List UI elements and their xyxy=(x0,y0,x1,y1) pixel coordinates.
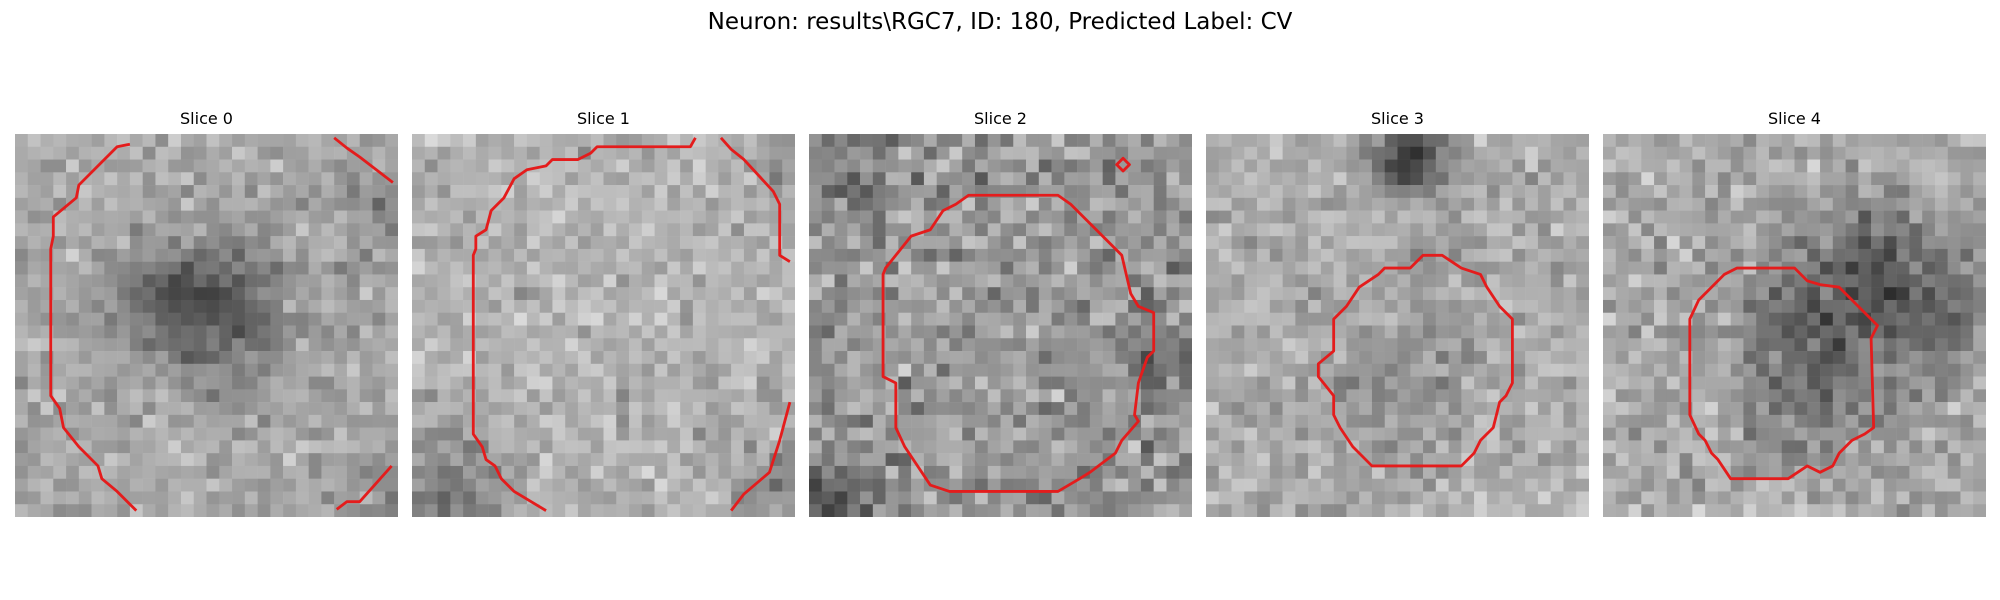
slice-image-0 xyxy=(15,134,398,517)
contour-main xyxy=(1316,253,1514,468)
cell-contour-0 xyxy=(49,136,394,512)
slice-image-1 xyxy=(412,134,795,517)
cell-contour-2 xyxy=(881,156,1156,493)
contour-right-arc xyxy=(719,136,791,263)
slice-title-2: Slice 2 xyxy=(974,109,1027,128)
contour-corner-bottom-right xyxy=(730,401,792,512)
pixel-grid-4 xyxy=(1603,134,1986,517)
slice-title-0: Slice 0 xyxy=(180,109,233,128)
contour-main xyxy=(471,137,697,512)
contour-corner-top-right xyxy=(333,136,394,184)
contour-small-island xyxy=(1115,156,1131,173)
contour-main xyxy=(49,142,138,512)
pixel-grid-3 xyxy=(1206,134,1589,517)
contour-main xyxy=(881,193,1156,493)
slice-title-3: Slice 3 xyxy=(1371,109,1424,128)
slice-title-1: Slice 1 xyxy=(577,109,630,128)
slice-image-4 xyxy=(1603,134,1986,517)
slice-image-2 xyxy=(809,134,1192,517)
slice-title-4: Slice 4 xyxy=(1768,109,1821,128)
pixel-grid-0 xyxy=(15,134,398,517)
contour-main xyxy=(1688,266,1879,481)
cell-contour-1 xyxy=(471,136,792,512)
pixel-grid-1 xyxy=(412,134,795,517)
cell-contour-4 xyxy=(1688,266,1879,481)
pixel-grid-2 xyxy=(809,134,1192,517)
figure-title: Neuron: results\RGC7, ID: 180, Predicted… xyxy=(707,9,1293,35)
contour-corner-bottom-right xyxy=(335,464,393,511)
cell-contour-3 xyxy=(1316,253,1514,468)
slice-image-3 xyxy=(1206,134,1589,517)
